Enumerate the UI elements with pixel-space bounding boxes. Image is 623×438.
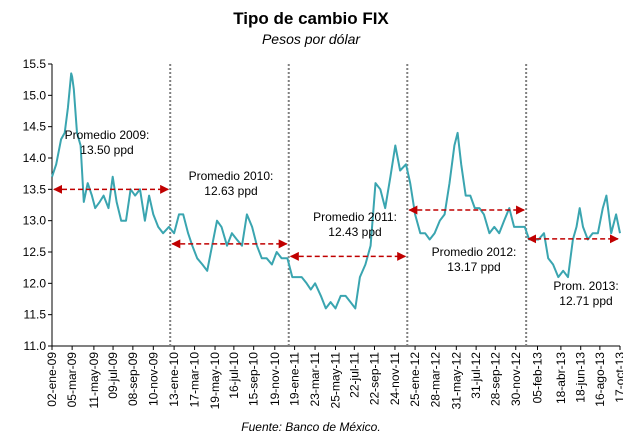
y-tick-label: 15.0 [23,88,47,102]
x-tick-label: 30-nov-12 [509,352,523,406]
annotation-label: Promedio 2011: [313,210,397,224]
y-tick-label: 13.5 [23,182,47,196]
x-tick-label: 22-jul-11 [347,352,361,398]
x-tick-label: 19-may-10 [208,352,222,410]
y-tick-label: 15.5 [23,57,47,71]
chart-subtitle: Pesos por dólar [262,31,361,47]
y-tick-label: 11.5 [24,308,47,322]
x-tick-label: 31-jul-12 [469,352,483,399]
chart-title: Tipo de cambio FIX [233,9,389,28]
annotation-label: Promedio 2010: [189,169,274,183]
annotation-label: 13.50 ppd [80,143,133,157]
x-tick-label: 05-mar-09 [65,352,79,408]
x-tick-label: 05-feb-13 [531,352,545,404]
series-line [51,72,621,310]
x-tick-label: 11-may-09 [87,352,101,409]
annotation-label: Promedio 2009: [65,128,150,142]
annotation-label: Prom. 2013: [553,279,618,293]
x-tick-label: 28-sep-12 [488,352,502,406]
annotation-label: 12.71 ppd [559,294,612,308]
x-tick-label: 25-ene-12 [408,352,422,407]
x-tick-label: 08-sep-09 [126,352,140,406]
y-tick-label: 13.0 [23,214,47,228]
x-tick-label: 02-ene-09 [45,352,59,407]
x-tick-label: 19-ene-11 [288,352,302,406]
y-tick-label: 14.0 [23,151,47,165]
x-tick-label: 28-mar-12 [429,352,443,408]
y-tick-label: 12.5 [23,245,47,259]
annotation-label: Promedio 2012: [432,245,517,259]
x-tick-label: 22-sep-11 [367,352,381,405]
y-tick-label: 12.0 [23,276,47,290]
x-tick-label: 31-may-12 [449,352,463,410]
source: Fuente: Banco de México. [241,420,380,434]
x-tick-label: 18-jun-13 [574,352,588,403]
x-tick-label: 15-sep-10 [247,352,261,406]
annotation-label: 13.17 ppd [447,260,500,274]
x-tick-label: 23-mar-11 [308,352,322,407]
x-tick-label: 25-may-11 [329,352,343,409]
x-tick-label: 16-ago-13 [593,352,607,407]
x-tick-label: 16-jul-10 [227,352,241,399]
x-tick-label: 17-mar-10 [188,352,202,408]
annotation-label: 12.43 ppd [328,225,381,239]
x-tick-label: 09-jul-09 [106,352,120,399]
y-tick-label: 11.0 [24,339,47,353]
x-tick-label: 13-ene-10 [167,352,181,407]
annotation-label: 12.63 ppd [204,184,257,198]
y-tick-label: 14.5 [23,120,47,134]
x-tick-label: 18-abr-13 [554,352,568,404]
x-tick-label: 17-oct-13 [613,352,623,403]
x-tick-label: 24-nov-11 [388,352,402,405]
x-tick-label: 10-nov-09 [146,352,160,406]
x-tick-label: 19-nov-10 [268,352,282,406]
